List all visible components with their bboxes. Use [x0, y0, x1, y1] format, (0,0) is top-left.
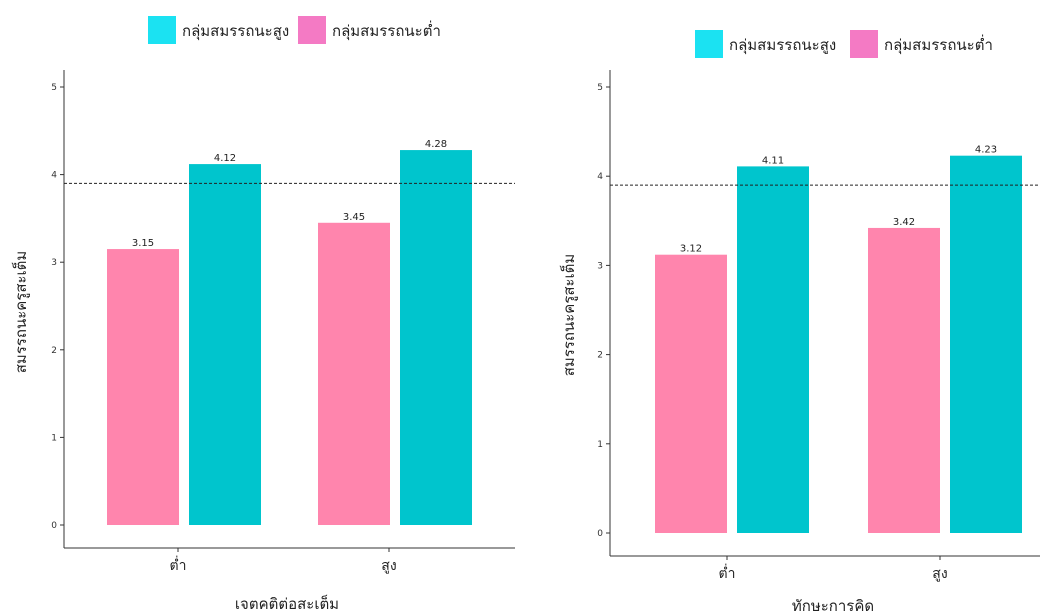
- bar-high: [400, 150, 472, 525]
- y-tick-label: 2: [51, 346, 57, 356]
- bar-low: [107, 249, 179, 525]
- legend-swatch-low: [850, 30, 878, 58]
- y-axis-title: สมรรถนะครูสะเต็ม: [11, 251, 30, 374]
- legend-swatch-high: [695, 30, 723, 58]
- x-axis-title: เจตคติต่อสะเต็ม: [235, 594, 339, 613]
- legend-label-low: กลุ่มสมรรถนะต่ำ: [332, 20, 441, 41]
- y-tick-label: 3: [51, 258, 57, 268]
- bar-low: [868, 227, 940, 533]
- y-axis-title: สมรรถนะครูสะเต็ม: [559, 254, 578, 377]
- data-label: 4.28: [425, 139, 447, 150]
- data-label: 3.45: [343, 212, 365, 223]
- bar-high: [737, 166, 809, 533]
- y-tick-label: 4: [51, 171, 57, 181]
- data-label: 3.12: [680, 244, 702, 255]
- legend: กลุ่มสมรรถนะสูง กลุ่มสมรรถนะต่ำ: [695, 30, 993, 58]
- legend: กลุ่มสมรรถนะสูง กลุ่มสมรรถนะต่ำ: [148, 16, 441, 44]
- legend-swatch-low: [298, 16, 326, 44]
- x-tick-label: ต่ำ: [170, 556, 187, 574]
- y-tick-label: 5: [597, 83, 603, 93]
- y-tick-label: 0: [597, 529, 603, 539]
- legend-label-low: กลุ่มสมรรถนะต่ำ: [884, 34, 993, 55]
- legend-label-high: กลุ่มสมรรถนะสูง: [182, 22, 289, 41]
- y-tick-label: 1: [51, 433, 57, 443]
- left-panel: กลุ่มสมรรถนะสูง กลุ่มสมรรถนะต่ำ สมรรถนะค…: [11, 16, 515, 613]
- y-tick-label: 1: [597, 440, 603, 450]
- data-label: 4.23: [975, 145, 997, 156]
- y-tick-label: 0: [51, 521, 57, 531]
- bar-low: [318, 222, 390, 525]
- legend-swatch-high: [148, 16, 176, 44]
- x-axis-title: ทักษะการคิด: [792, 597, 874, 614]
- legend-label-high: กลุ่มสมรรถนะสูง: [729, 36, 836, 55]
- bar-high: [189, 164, 261, 525]
- data-label: 3.42: [893, 217, 915, 228]
- y-tick-label: 2: [597, 351, 603, 361]
- bar-high: [950, 155, 1022, 533]
- x-tick-label: สูง: [932, 566, 947, 582]
- y-tick-label: 4: [597, 172, 603, 182]
- x-tick-label: ต่ำ: [719, 564, 736, 582]
- y-tick-label: 3: [597, 261, 603, 271]
- data-label: 4.12: [214, 153, 236, 164]
- data-label: 4.11: [762, 155, 784, 166]
- y-tick-label: 5: [51, 83, 57, 93]
- data-label: 3.15: [132, 238, 154, 249]
- bar-low: [655, 254, 727, 534]
- right-panel: กลุ่มสมรรถนะสูง กลุ่มสมรรถนะต่ำ สมรรถนะค…: [559, 30, 1040, 614]
- x-tick-label: สูง: [381, 558, 396, 574]
